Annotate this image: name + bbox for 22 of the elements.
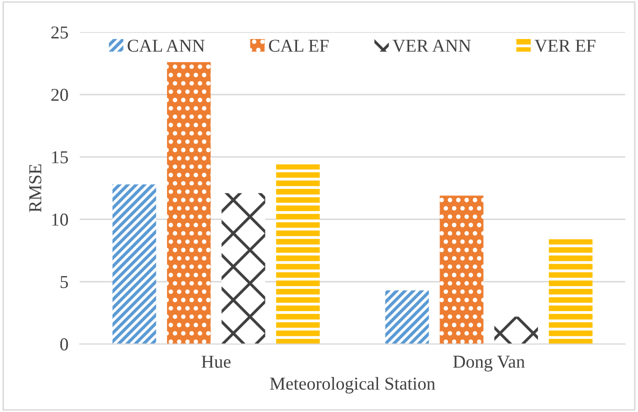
- legend-label: VER EF: [534, 40, 596, 52]
- y-tick-label: 0: [60, 338, 68, 350]
- bar: [385, 290, 429, 344]
- y-tick-label: 5: [60, 276, 68, 288]
- x-tick-label: Hue: [202, 356, 231, 368]
- legend-label: VER ANN: [392, 40, 471, 52]
- bar: [167, 62, 211, 344]
- bar: [112, 184, 156, 344]
- y-tick-label: 25: [51, 26, 68, 39]
- y-axis-title: RMSE: [29, 164, 42, 212]
- y-tick-label: 20: [51, 88, 68, 101]
- bar: [548, 239, 593, 344]
- bar: [222, 193, 266, 344]
- x-axis-title: Meteorological Station: [270, 377, 436, 394]
- legend-label: CAL EF: [268, 40, 329, 52]
- bar: [276, 164, 320, 344]
- y-tick-label: 15: [52, 151, 68, 164]
- x-tick-label: Dong Van: [453, 356, 525, 372]
- legend-label: CAL ANN: [128, 40, 205, 52]
- y-tick-label: 10: [52, 214, 68, 226]
- bar: [494, 316, 538, 344]
- bar: [440, 196, 484, 344]
